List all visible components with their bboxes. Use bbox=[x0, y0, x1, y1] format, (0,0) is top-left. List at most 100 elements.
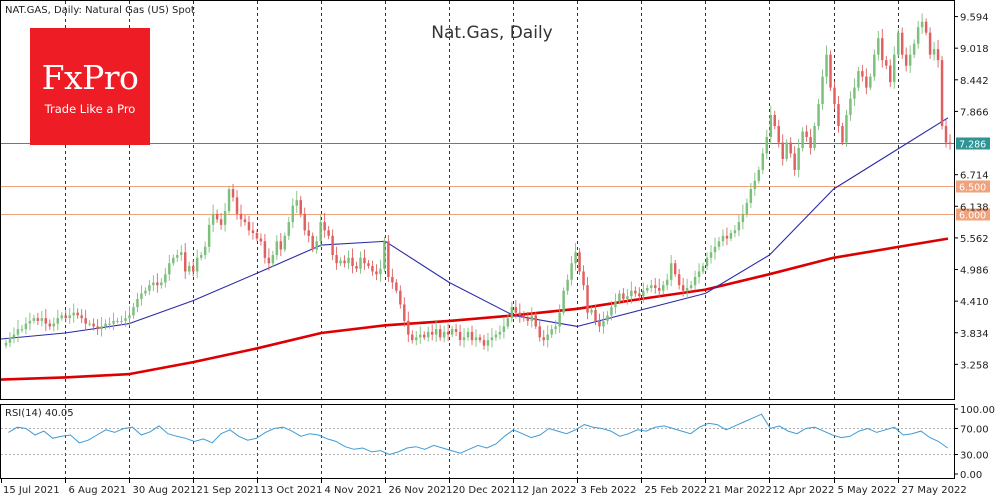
candle-down bbox=[885, 60, 888, 66]
candle-up bbox=[227, 189, 231, 212]
candle-up bbox=[697, 271, 701, 277]
candle-down bbox=[809, 137, 812, 148]
candle-up bbox=[502, 326, 506, 332]
candle-down bbox=[829, 54, 832, 88]
candle-up bbox=[685, 287, 689, 291]
candle-up bbox=[920, 21, 924, 28]
candle-down bbox=[215, 213, 219, 220]
date-gridlines bbox=[65, 1, 899, 478]
candle-down bbox=[263, 241, 267, 258]
fxpro-logo: FxPro Trade Like a Pro bbox=[30, 28, 150, 145]
candle-down bbox=[48, 323, 52, 327]
candle-up bbox=[650, 285, 653, 288]
candle-up bbox=[140, 293, 143, 299]
candle-down bbox=[634, 290, 637, 294]
candle-down bbox=[928, 32, 932, 55]
candle-down bbox=[681, 285, 685, 291]
candle-down bbox=[422, 334, 426, 338]
candle-up bbox=[462, 337, 466, 341]
level-tag bbox=[956, 180, 990, 193]
candle-up bbox=[661, 285, 665, 291]
candle-up bbox=[168, 263, 171, 275]
candle-up bbox=[56, 318, 60, 324]
candle-down bbox=[255, 233, 259, 239]
y-tick-label: 9.018 bbox=[960, 44, 989, 55]
candle-down bbox=[924, 21, 928, 33]
candle-down bbox=[84, 318, 87, 324]
candle-up bbox=[498, 331, 502, 335]
candle-up bbox=[813, 126, 816, 148]
panel-frames bbox=[0, 0, 955, 479]
candle-down bbox=[399, 290, 402, 305]
candle-up bbox=[574, 252, 577, 264]
candle-up bbox=[757, 169, 761, 181]
candle-up bbox=[932, 49, 936, 55]
candle-down bbox=[861, 71, 864, 77]
logo-wordmark: FxPro bbox=[41, 58, 139, 97]
candle-up bbox=[745, 202, 749, 214]
candle-down bbox=[430, 331, 434, 335]
candle-down bbox=[833, 87, 836, 105]
candle-up bbox=[315, 241, 318, 250]
candle-up bbox=[120, 320, 123, 322]
candle-up bbox=[199, 255, 203, 258]
x-tick-label: 12 Jan 2022 bbox=[517, 485, 577, 496]
y-tick-label: 4.410 bbox=[960, 297, 989, 308]
candle-up bbox=[618, 293, 621, 302]
candle-down bbox=[391, 276, 394, 283]
candle-up bbox=[283, 235, 287, 250]
candle-up bbox=[319, 222, 322, 242]
candle-up bbox=[287, 222, 291, 236]
candle-up bbox=[223, 211, 227, 225]
y-tick-label: 4.986 bbox=[960, 266, 989, 277]
candle-down bbox=[900, 32, 904, 55]
candle-down bbox=[331, 235, 334, 256]
y-tick-label: 8.442 bbox=[960, 76, 989, 87]
candle-up bbox=[510, 307, 514, 319]
candle-up bbox=[642, 290, 645, 297]
candle-up bbox=[112, 320, 115, 324]
candle-up bbox=[893, 54, 896, 83]
candle-down bbox=[184, 252, 187, 272]
candle-down bbox=[482, 340, 486, 346]
candle-down bbox=[307, 230, 310, 236]
candle-up bbox=[849, 98, 852, 116]
candle-down bbox=[235, 197, 239, 214]
candle-up bbox=[68, 315, 71, 319]
level-tag bbox=[956, 137, 990, 150]
candle-up bbox=[104, 323, 107, 327]
candle-down bbox=[36, 318, 40, 321]
candle-up bbox=[72, 312, 75, 316]
candle-up bbox=[669, 263, 673, 280]
candle-down bbox=[944, 126, 948, 143]
candle-down bbox=[654, 285, 657, 288]
candle-up bbox=[426, 331, 430, 338]
candle-up bbox=[689, 285, 693, 288]
candle-down bbox=[889, 65, 892, 83]
candle-up bbox=[195, 257, 199, 272]
candle-down bbox=[777, 126, 780, 143]
candle-down bbox=[446, 331, 450, 335]
level-tag-label: 6.500 bbox=[959, 183, 986, 194]
x-tick-label: 26 Nov 2021 bbox=[389, 485, 453, 496]
candle-up bbox=[546, 334, 549, 341]
candle-up bbox=[896, 32, 900, 55]
candle-down bbox=[841, 126, 844, 143]
candle-down bbox=[789, 142, 792, 154]
candle-up bbox=[172, 257, 175, 264]
candle-up bbox=[602, 320, 605, 327]
candle-up bbox=[136, 298, 139, 308]
rsi-tick-label: 70.00 bbox=[960, 425, 989, 436]
candle-up bbox=[144, 290, 147, 294]
candle-down bbox=[578, 252, 581, 272]
candle-down bbox=[299, 200, 302, 214]
candle-down bbox=[470, 331, 474, 341]
candle-up bbox=[626, 296, 629, 299]
candle-down bbox=[259, 238, 263, 242]
candle-up bbox=[590, 309, 593, 313]
candle-up bbox=[415, 337, 418, 341]
candle-up bbox=[825, 54, 828, 77]
candle-down bbox=[80, 315, 83, 319]
y-tick-label: 5.562 bbox=[960, 234, 989, 245]
x-tick-label: 13 Oct 2021 bbox=[261, 485, 323, 496]
